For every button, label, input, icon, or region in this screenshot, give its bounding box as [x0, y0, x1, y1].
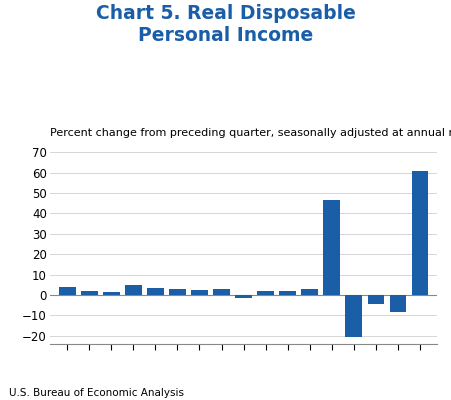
Bar: [191, 290, 208, 295]
Bar: [345, 295, 362, 337]
Bar: [258, 291, 274, 295]
Bar: [412, 172, 428, 295]
Bar: [59, 287, 75, 295]
Bar: [125, 285, 142, 295]
Bar: [235, 295, 252, 298]
Bar: [323, 200, 340, 295]
Bar: [213, 290, 230, 295]
Text: U.S. Bureau of Economic Analysis: U.S. Bureau of Economic Analysis: [9, 388, 184, 398]
Bar: [169, 289, 186, 295]
Bar: [390, 295, 406, 312]
Bar: [279, 290, 296, 295]
Bar: [103, 292, 120, 295]
Bar: [147, 288, 164, 295]
Bar: [81, 290, 97, 295]
Bar: [368, 295, 384, 304]
Bar: [301, 289, 318, 295]
Text: Percent change from preceding quarter, seasonally adjusted at annual rates: Percent change from preceding quarter, s…: [50, 128, 451, 138]
Text: Chart 5. Real Disposable
Personal Income: Chart 5. Real Disposable Personal Income: [96, 4, 355, 45]
